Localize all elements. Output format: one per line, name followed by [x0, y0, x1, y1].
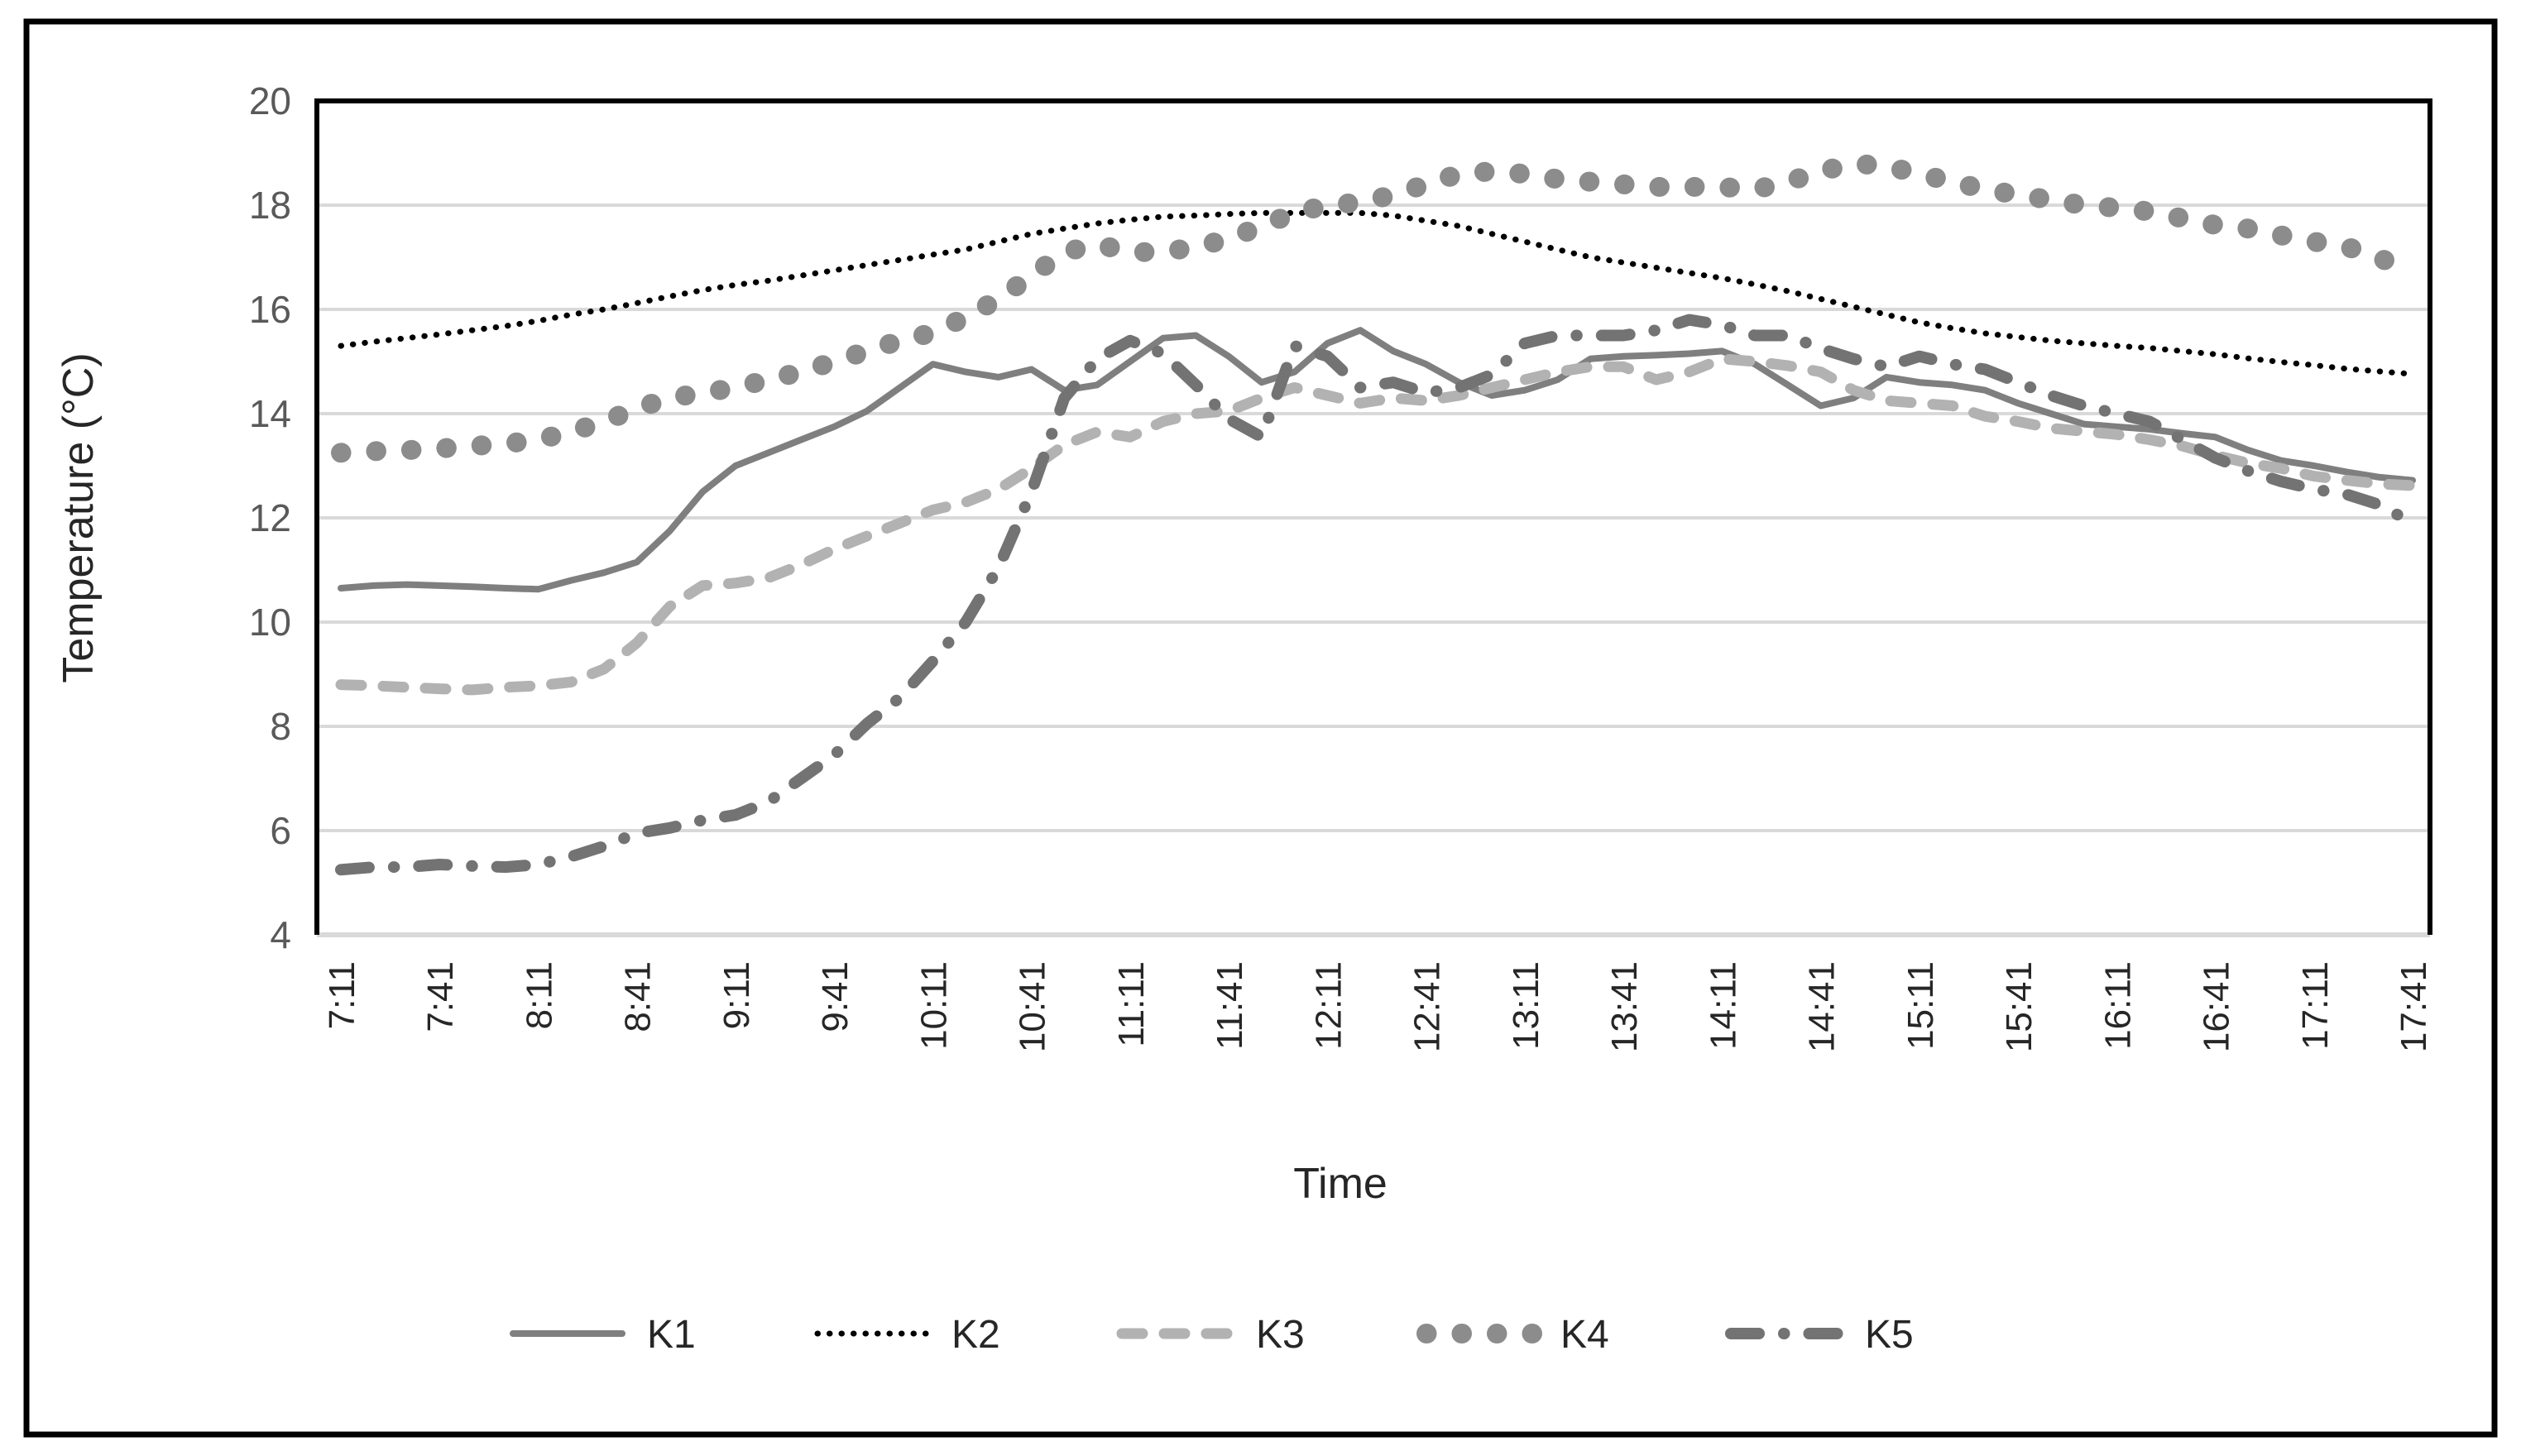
x-tick-label: 13:41 — [1604, 961, 1645, 1052]
x-tick-label: 10:11 — [913, 961, 954, 1050]
x-tick-label: 14:41 — [1802, 961, 1843, 1052]
y-tick-label: 12 — [249, 496, 291, 539]
x-tick-label: 11:11 — [1111, 961, 1152, 1047]
series-line-K1 — [338, 327, 2416, 593]
series-line-K4 — [331, 153, 2423, 463]
x-tick-label: 8:11 — [519, 961, 559, 1029]
x-tick-label: 15:41 — [1999, 961, 2039, 1052]
legend-label-K3: K3 — [1256, 1313, 1305, 1357]
x-tick-label: 17:41 — [2394, 961, 2434, 1052]
y-tick-label: 4 — [270, 913, 291, 956]
legend-label-K2: K2 — [951, 1313, 1000, 1357]
y-axis-title: Temperature (°C) — [55, 352, 103, 682]
x-tick-label: 13:11 — [1506, 961, 1546, 1050]
x-tick-label: 10:41 — [1013, 961, 1053, 1052]
x-tick-label: 9:41 — [815, 961, 856, 1032]
plot-border — [314, 98, 2432, 935]
y-tick-label: 10 — [249, 601, 291, 644]
legend-label-K4: K4 — [1560, 1313, 1609, 1357]
x-tick-label: 8:41 — [618, 961, 659, 1032]
x-tick-label: 16:11 — [2097, 961, 2138, 1050]
legend-label-K5: K5 — [1865, 1313, 1914, 1357]
x-tick-label: 15:11 — [1900, 961, 1941, 1050]
y-tick-label: 18 — [249, 184, 291, 227]
series-line-K5 — [335, 314, 2418, 876]
x-tick-label: 12:11 — [1308, 961, 1349, 1050]
x-tick-label: 14:11 — [1703, 961, 1743, 1050]
x-tick-label: 12:41 — [1407, 961, 1448, 1052]
x-tick-label: 7:41 — [420, 961, 461, 1032]
x-tick-label: 7:11 — [322, 961, 362, 1029]
y-tick-label: 6 — [270, 809, 291, 852]
series-line-K3 — [335, 353, 2418, 696]
y-tick-label: 8 — [270, 705, 291, 748]
y-tick-label: 20 — [249, 79, 291, 122]
y-tick-label: 14 — [249, 392, 291, 435]
x-axis-title: Time — [1293, 1160, 1388, 1208]
series-line-K2 — [338, 209, 2416, 377]
x-tick-label: 17:11 — [2295, 961, 2336, 1050]
x-tick-label: 16:41 — [2197, 961, 2237, 1052]
figure-border — [23, 18, 2498, 1438]
y-tick-label: 16 — [249, 288, 291, 331]
x-tick-label: 9:11 — [717, 961, 757, 1029]
legend-label-K1: K1 — [647, 1313, 696, 1357]
x-tick-label: 11:41 — [1210, 961, 1250, 1050]
